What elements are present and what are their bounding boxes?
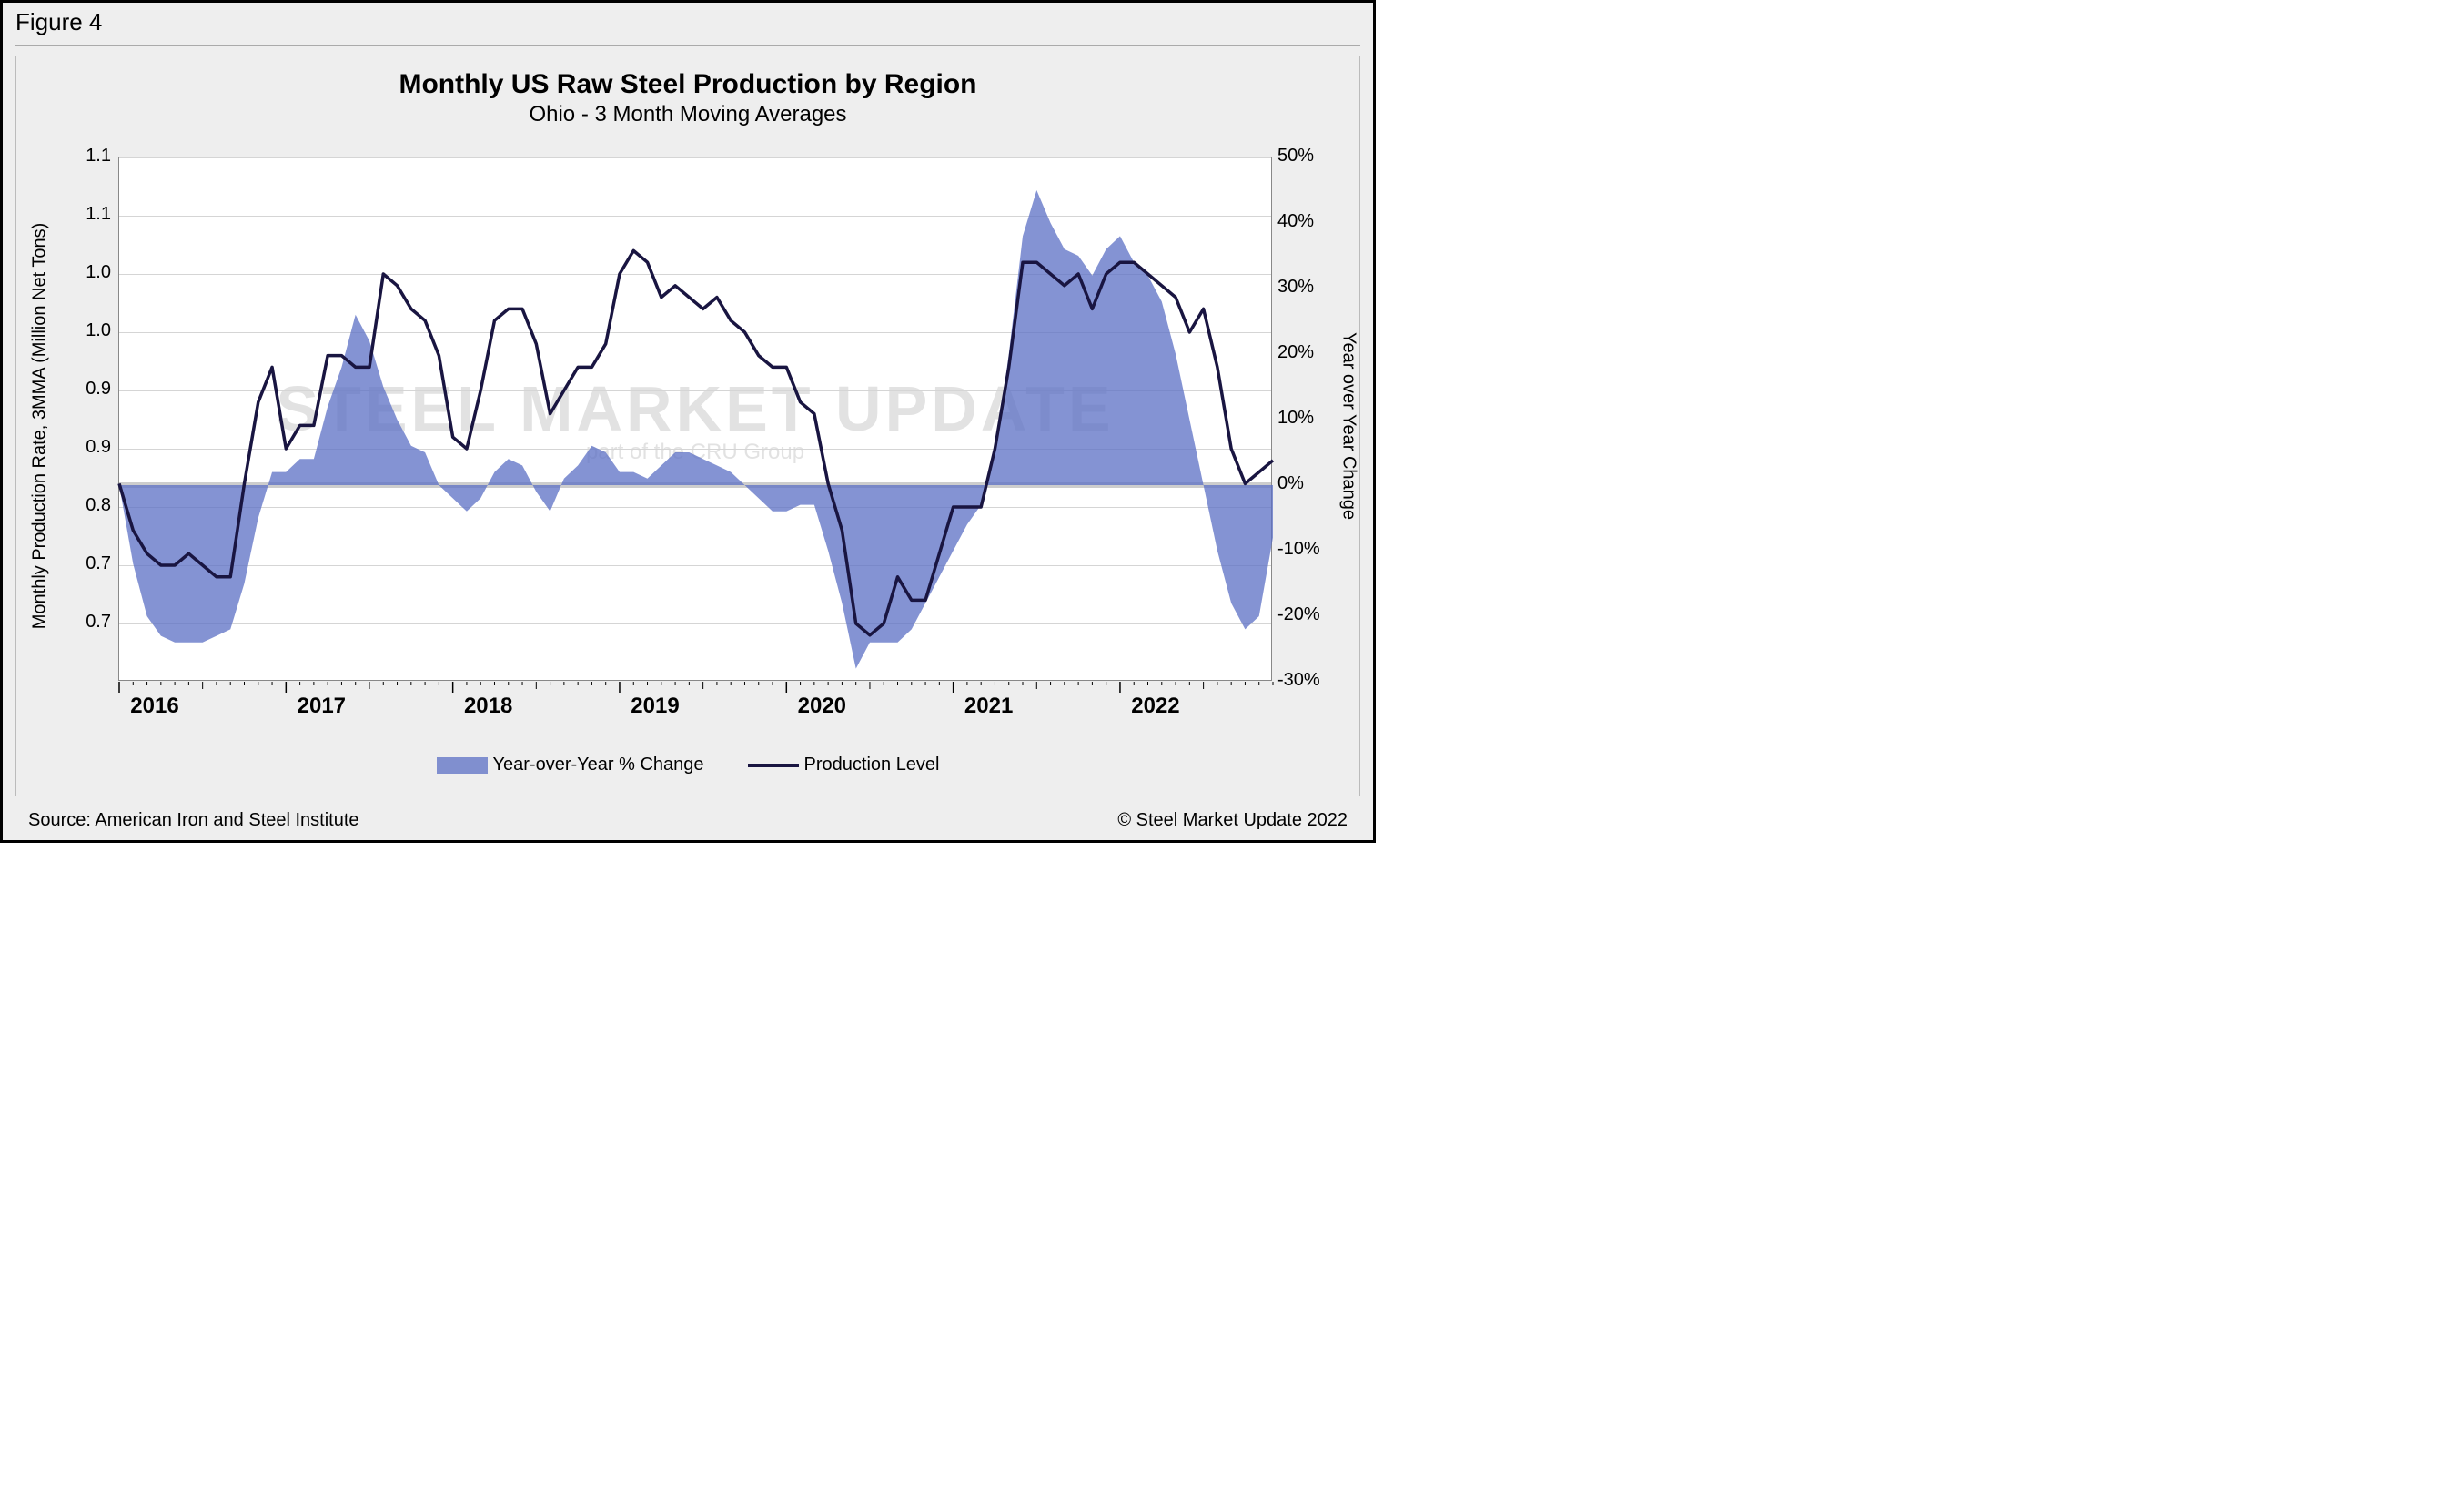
x-tick-label: 2017 [298,694,346,719]
y-right-tick-label: 20% [1277,342,1314,363]
copyright-text: © Steel Market Update 2022 [1117,810,1348,831]
y-left-tick-label: 0.9 [86,437,111,458]
y-right-tick-label: 0% [1277,473,1304,494]
y-left-tick-label: 1.1 [86,146,111,167]
y-left-tick-label: 0.9 [86,379,111,400]
x-tick-label: 2016 [130,694,178,719]
legend-area-label: Year-over-Year % Change [493,755,704,775]
yoy-area [119,190,1273,669]
y-left-tick-label: 1.0 [86,320,111,341]
legend-item-area: Year-over-Year % Change [437,755,704,775]
y-left-tick-label: 0.7 [86,612,111,633]
title-block: Monthly US Raw Steel Production by Regio… [16,56,1359,127]
y-left-axis-label: Monthly Production Rate, 3MMA (Million N… [30,223,51,629]
legend-item-line: Production Level [748,755,940,775]
plot-wrap: STEEL MARKET UPDATE part of the CRU Grou… [118,157,1272,681]
y-right-tick-label: -20% [1277,604,1320,625]
figure-label: Figure 4 [15,8,102,36]
y-left-tick-label: 0.8 [86,495,111,516]
x-tick-label: 2018 [464,694,512,719]
plot-area: STEEL MARKET UPDATE part of the CRU Grou… [118,157,1272,681]
y-left-tick-label: 1.0 [86,262,111,283]
source-text: Source: American Iron and Steel Institut… [28,810,359,831]
legend-swatch-line [748,764,799,767]
chart-title: Monthly US Raw Steel Production by Regio… [16,69,1359,100]
y-right-tick-label: -30% [1277,670,1320,691]
x-tick-label: 2021 [964,694,1013,719]
y-right-tick-label: 40% [1277,211,1314,232]
legend: Year-over-Year % Change Production Level [16,755,1359,775]
legend-swatch-area [437,757,488,774]
y-right-tick-label: 30% [1277,277,1314,298]
divider [15,45,1360,46]
x-tick-label: 2019 [631,694,679,719]
y-left-tick-label: 1.1 [86,204,111,225]
y-right-tick-label: -10% [1277,539,1320,560]
footer-row: Source: American Iron and Steel Institut… [28,810,1348,831]
y-right-axis-label: Year over Year Change [1338,332,1359,520]
legend-line-label: Production Level [804,755,940,775]
outer-frame: Figure 4 Monthly US Raw Steel Production… [0,0,1376,843]
chart-svg [119,157,1273,682]
y-left-tick-label: 0.7 [86,553,111,574]
chart-subtitle: Ohio - 3 Month Moving Averages [16,102,1359,127]
chart-panel: Monthly US Raw Steel Production by Regio… [15,56,1360,796]
y-right-tick-label: 10% [1277,408,1314,429]
y-right-tick-label: 50% [1277,146,1314,167]
x-tick-label: 2020 [798,694,846,719]
x-tick-label: 2022 [1131,694,1179,719]
